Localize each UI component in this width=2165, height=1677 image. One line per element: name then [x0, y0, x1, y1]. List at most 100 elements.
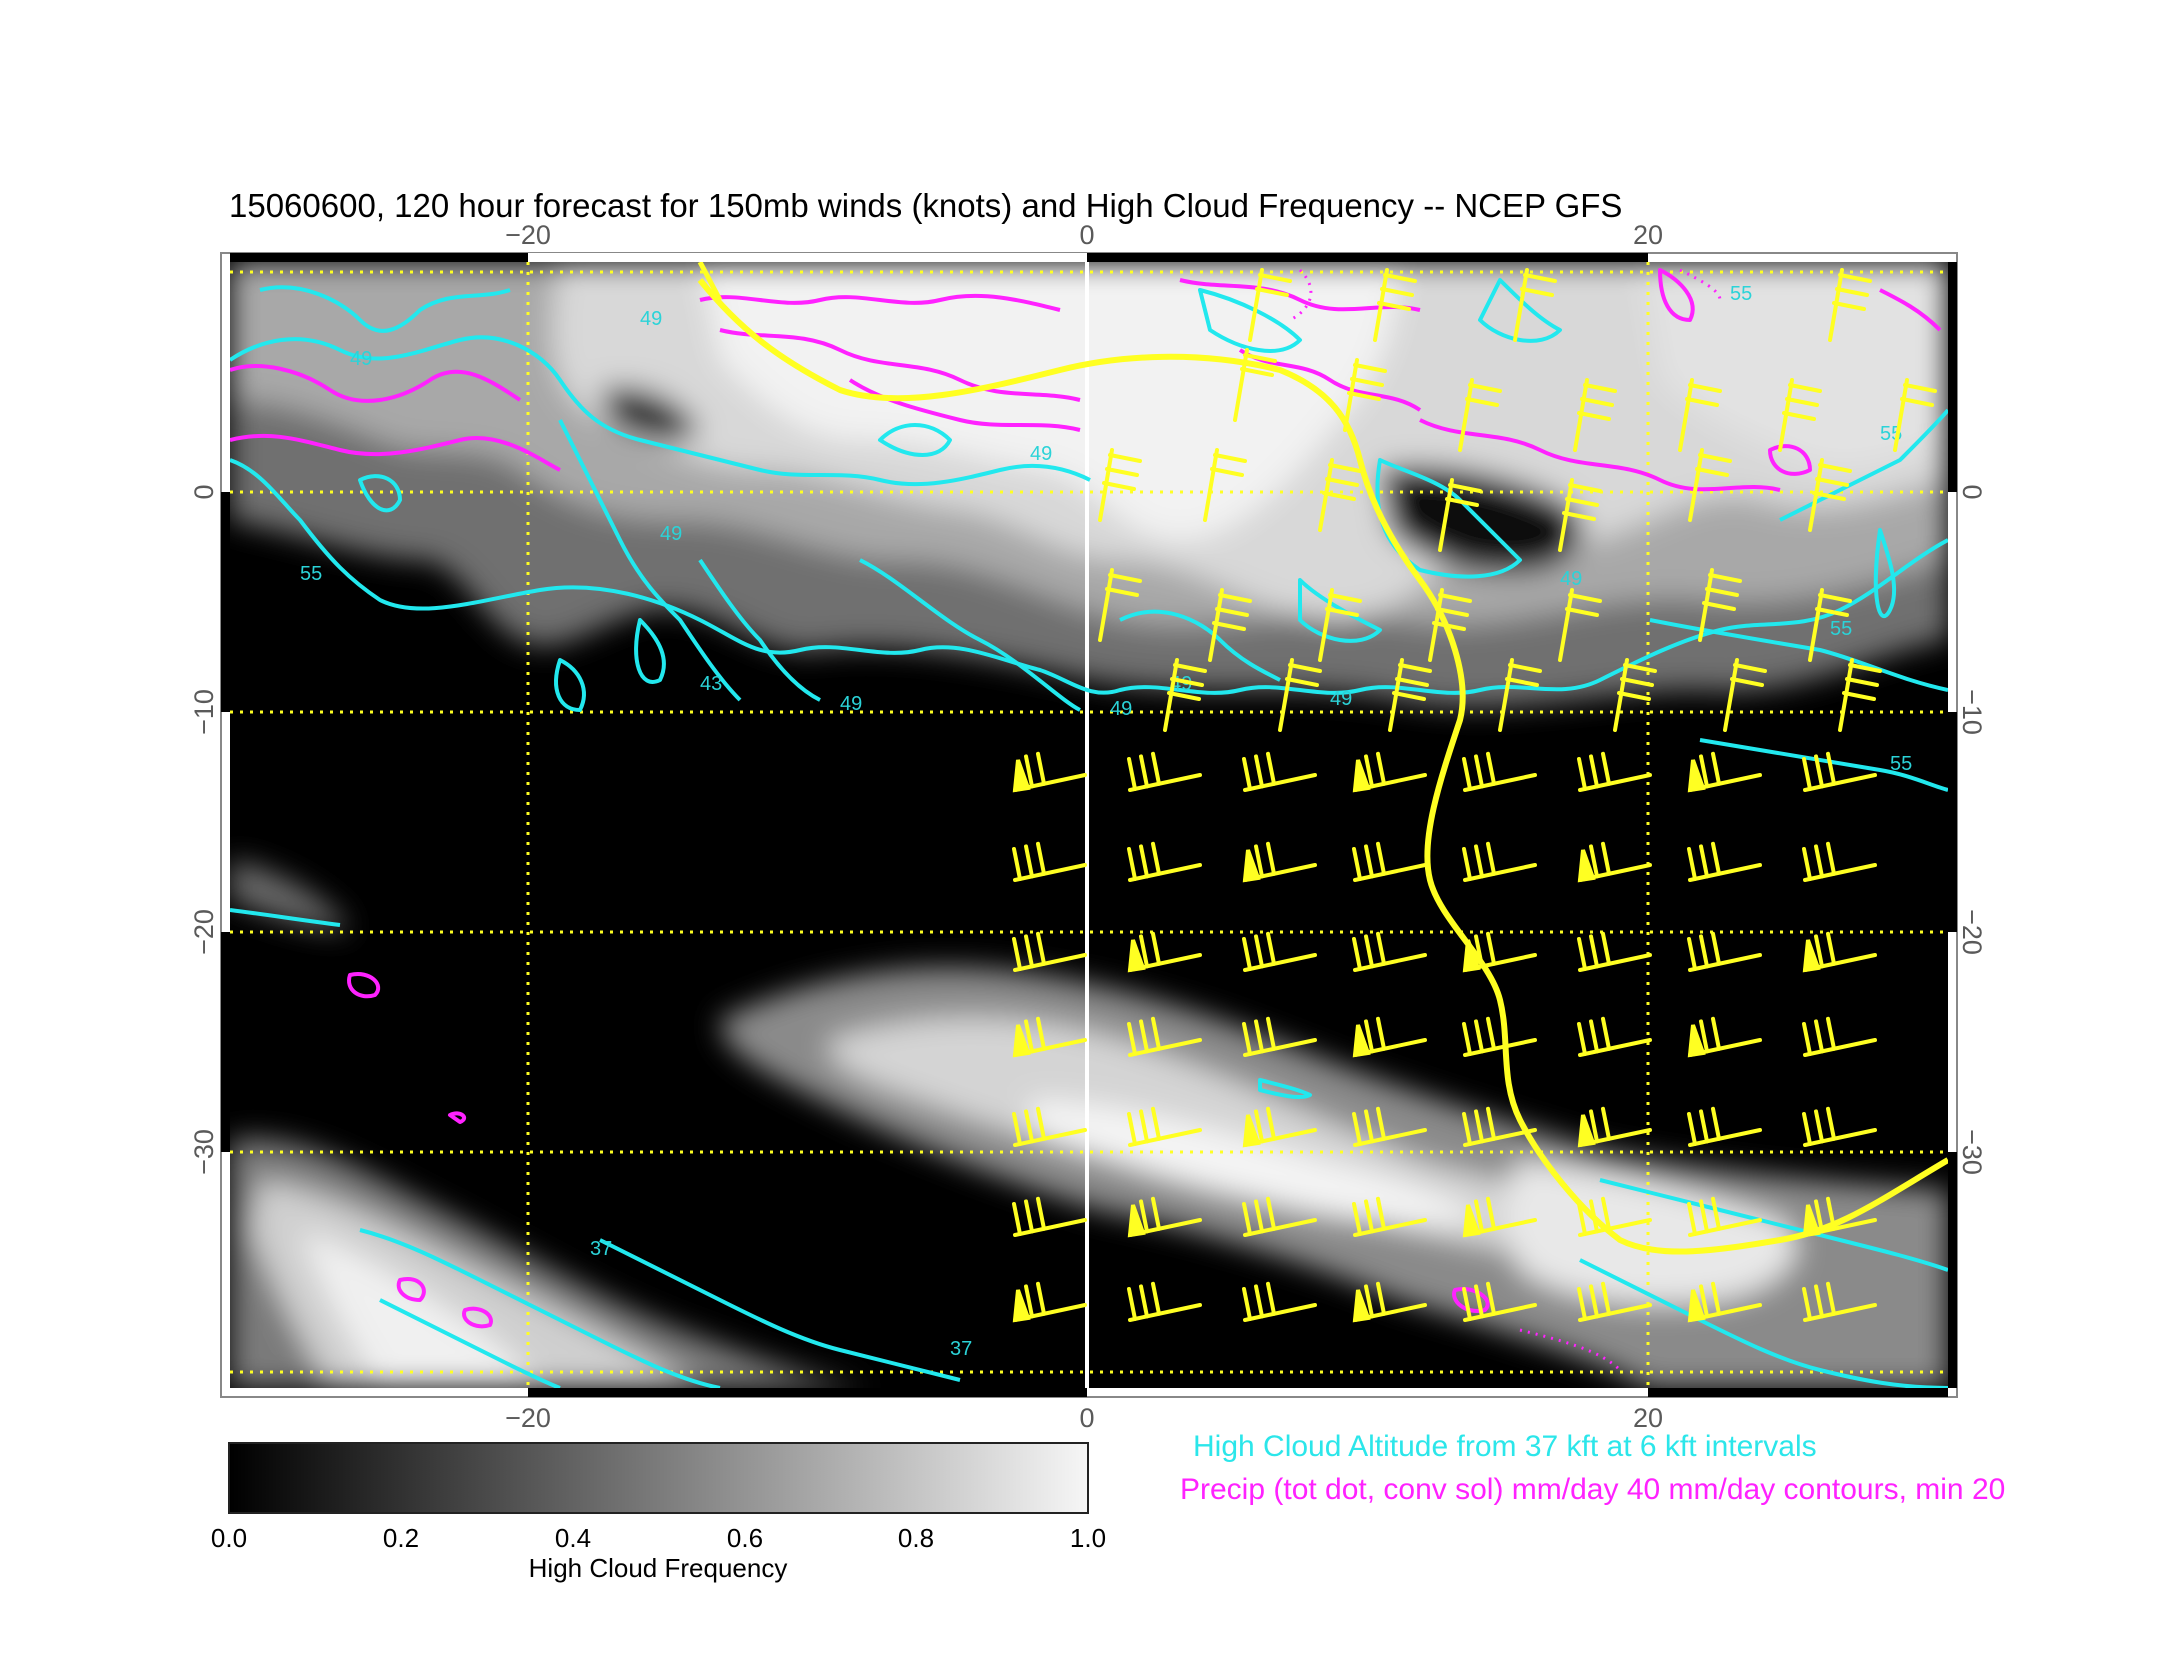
wind-barb [1242, 751, 1317, 792]
wind-barb [1012, 1196, 1087, 1237]
wind-barb [1513, 268, 1557, 342]
wind-barb [1577, 1196, 1652, 1237]
wind-barb [1688, 448, 1732, 522]
contour-label: 55 [1830, 618, 1852, 640]
wind-barb [1127, 751, 1202, 792]
wind-barb [1242, 1196, 1317, 1237]
colorbar-tick: 0.4 [555, 1523, 591, 1553]
precip-total-dots [1289, 268, 1722, 1372]
contour-label: 49 [1560, 568, 1582, 590]
contour-label: 49 [1110, 698, 1132, 720]
wind-barb [1373, 268, 1417, 342]
x-tick-bottom-minus20: −20 [505, 1403, 551, 1433]
wind-barb [1098, 568, 1142, 642]
contour-label: 49 [660, 523, 682, 545]
jet-axis-line [697, 278, 1948, 1255]
wind-barb [1573, 378, 1617, 452]
wind-barb [1838, 658, 1882, 732]
contour-label: 49 [640, 308, 662, 330]
wind-barb [1127, 931, 1202, 973]
wind-barb [1577, 1106, 1652, 1148]
wind-barb [1343, 358, 1387, 432]
wind-barb [1208, 588, 1252, 662]
wind-barb [1687, 1196, 1762, 1237]
wind-barb [1778, 378, 1822, 452]
wind-barb [1012, 1106, 1087, 1147]
wind-barb [1808, 458, 1852, 532]
wind-barb [1802, 1281, 1877, 1322]
wind-barb [1127, 841, 1202, 882]
wind-barb [1462, 1106, 1537, 1147]
y-tick-right-minus30: −30 [1957, 1129, 1987, 1175]
contour-label: 55 [1890, 753, 1912, 775]
wind-barb [1388, 658, 1432, 732]
contour-label: 37 [590, 1238, 612, 1260]
wind-barb [1802, 931, 1877, 973]
contour-label: 49 [840, 693, 862, 715]
wind-barb [1802, 1016, 1877, 1057]
wind-barb [1248, 268, 1292, 342]
wind-barb [1127, 1016, 1202, 1057]
wind-barb [1098, 448, 1142, 522]
wind-barb [1687, 1281, 1762, 1323]
wind-barb [1828, 268, 1872, 342]
wind-barb [1558, 478, 1602, 552]
wind-barb [1428, 588, 1472, 662]
wind-barb [1278, 658, 1322, 732]
wind-barb [1203, 448, 1247, 522]
y-tick-right-0: 0 [1957, 484, 1987, 499]
wind-barb [1163, 658, 1207, 732]
wind-barb [1802, 1106, 1877, 1147]
wind-barb [1012, 751, 1087, 793]
wind-barb [1242, 1016, 1317, 1057]
wind-barb [1438, 478, 1482, 552]
wind-barb [1127, 1196, 1202, 1238]
wind-barb [1352, 841, 1427, 882]
wind-barb [1012, 1281, 1087, 1323]
legend-precip: Precip (tot dot, conv sol) mm/day 40 mm/… [1180, 1473, 2005, 1506]
wind-barb [1613, 658, 1657, 732]
wind-barb [1687, 751, 1762, 793]
wind-barb [1802, 1196, 1877, 1238]
wind-barb [1233, 348, 1277, 422]
x-tick-bottom-20: 20 [1633, 1403, 1663, 1433]
wind-barb [1577, 1016, 1652, 1057]
wind-barb [1352, 931, 1427, 972]
contour-label: 49 [1330, 688, 1352, 710]
contour-label: 37 [950, 1338, 972, 1360]
wind-barb [1012, 841, 1087, 882]
wind-barb [1462, 751, 1537, 792]
wind-barb [1012, 1016, 1087, 1058]
wind-barb [1577, 931, 1652, 972]
altitude-contours [230, 278, 1948, 1388]
wind-barb [1577, 841, 1652, 883]
wind-barb [1678, 378, 1722, 452]
wind-barb [1558, 588, 1602, 662]
wind-barb [1242, 931, 1317, 972]
colorbar-tick: 0.2 [383, 1523, 419, 1553]
wind-barb [1802, 841, 1877, 882]
colorbar [228, 1442, 1089, 1514]
wind-barb [1242, 1106, 1317, 1148]
colorbar-tick: 0.8 [898, 1523, 934, 1553]
wind-barb [1242, 841, 1317, 883]
wind-barb [1352, 1016, 1427, 1058]
figure-title: 15060600, 120 hour forecast for 150mb wi… [229, 187, 1622, 224]
wind-barb [1687, 841, 1762, 882]
wind-barb [1012, 931, 1087, 972]
y-tick-right-minus20: −20 [1957, 909, 1987, 955]
colorbar-tick: 1.0 [1070, 1523, 1106, 1553]
wind-barb [1577, 1281, 1652, 1322]
wind-barb [1687, 1016, 1762, 1058]
contour-label: 55 [300, 563, 322, 585]
wind-barb [1577, 751, 1652, 792]
contour-label: 43 [700, 673, 722, 695]
colorbar-label: High Cloud Frequency [529, 1553, 788, 1583]
wind-barb [1687, 1106, 1762, 1147]
contour-label: 49 [1030, 443, 1052, 465]
wind-barb [1808, 588, 1852, 662]
contour-label: 49 [350, 348, 372, 370]
colorbar-tick: 0.0 [211, 1523, 247, 1553]
contour-label: 55 [1730, 283, 1752, 305]
